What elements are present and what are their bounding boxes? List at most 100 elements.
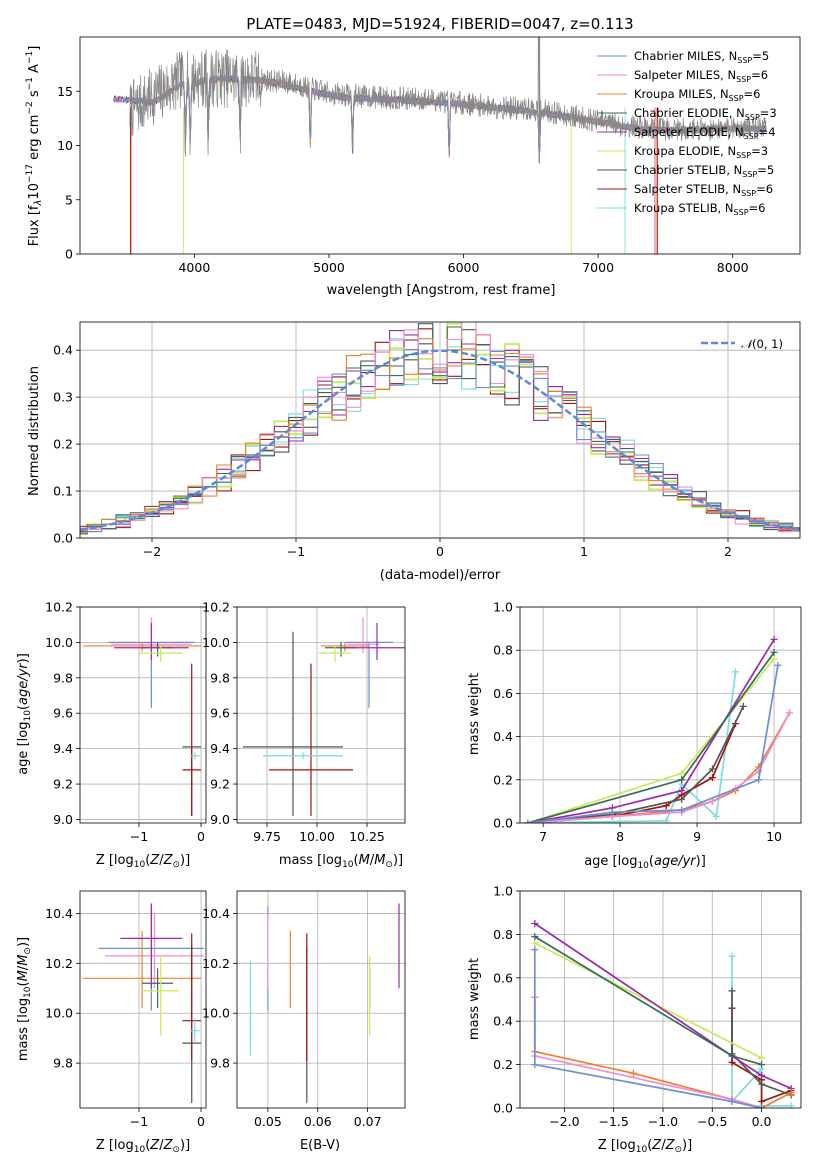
weight-marker-6 [708, 765, 716, 773]
weight-marker-3 [728, 1052, 736, 1060]
weight-marker-5 [770, 655, 778, 663]
weight-vs-age-panel: 7 8 9 10 0.0 0.2 0.4 0.6 0.8 1.0 [493, 600, 802, 844]
weight-z-ylabel: mass weight [467, 958, 482, 1040]
x-tick-label: 4000 [178, 260, 210, 275]
y-tick-label: 0.4 [493, 1014, 513, 1029]
plot-area [113, 37, 767, 254]
legend-subscript: SSP [744, 132, 759, 141]
mass-z-ylabel: mass [log10(M/M⊙)] [16, 937, 33, 1061]
legend-subscript: SSP [736, 75, 751, 84]
plot-area [249, 903, 400, 1104]
x-tick-label: 0 [197, 829, 205, 844]
legend-subscript: SSP [742, 170, 757, 179]
y-tick-label: 10.4 [202, 906, 230, 921]
x-tick-label: 0.05 [254, 1114, 282, 1129]
weight-marker-8 [712, 813, 720, 821]
weight-line-6 [731, 990, 792, 1096]
legend-count: =6 [751, 68, 768, 82]
x-tick-label: −1 [287, 544, 305, 559]
age-vs-metallicity-panel: −1 0 9.0 9.2 9.4 9.6 9.8 10.0 10.2 [45, 600, 207, 844]
y-tick-label: 0.2 [53, 437, 73, 452]
legend-count: =4 [759, 125, 776, 139]
y-tick-label: 9.8 [53, 670, 73, 685]
y-tick-label: 10.0 [202, 635, 230, 650]
weight-marker-5 [678, 769, 686, 777]
legend-subscript: SSP [734, 208, 749, 217]
histogram-xlabel: (data-model)/error [380, 568, 501, 583]
weight-line-4 [534, 922, 792, 1090]
y-tick-label: 10.2 [45, 600, 73, 615]
x-tick-label: −1 [130, 829, 148, 844]
spectrum-ylabel: Flux [fλ10−17 erg cm−2 s−1 A−1] [25, 46, 44, 247]
spectrum-legend: Chabrier MILES, NSSP=5 Salpeter MILES, NS… [597, 49, 777, 217]
spectrum-panel: 4000 5000 6000 7000 8000 0 5 10 15 [57, 36, 801, 275]
x-tick-label: 0.06 [304, 1114, 332, 1129]
legend-subscript: SSP [737, 56, 752, 65]
y-tick-label: 0.3 [53, 390, 73, 405]
x-tick-label: 0 [436, 544, 444, 559]
weight-marker-6 [739, 702, 747, 710]
legend-label-0: Chabrier MILES, NSSP=5 [634, 49, 769, 65]
weight-marker-0 [524, 819, 532, 823]
weight-marker-5 [531, 939, 539, 947]
normal-reference-curve [80, 349, 800, 532]
plot-area [531, 920, 795, 1108]
y-tick-label: 10.0 [45, 1006, 73, 1021]
x-tick-label: 10 [766, 829, 782, 844]
x-tick-label: 2 [724, 544, 732, 559]
legend-label-6: Chabrier STELIB, NSSP=5 [634, 163, 774, 179]
legend-label-4: Salpeter ELODIE, NSSP=4 [634, 125, 776, 141]
weight-marker-0 [758, 1104, 766, 1108]
weight-marker-4 [678, 787, 686, 795]
y-tick-label: 0.8 [493, 927, 513, 942]
y-tick-label: 9.8 [210, 1056, 230, 1071]
y-tick-label: 10.0 [202, 1006, 230, 1021]
residual-histogram-2 [80, 334, 800, 533]
grid-group [80, 891, 206, 1108]
y-tick-label: 15 [57, 84, 73, 99]
weight-marker-4 [758, 1071, 766, 1079]
weight-marker-1 [785, 709, 793, 717]
mass-vs-metallicity-panel: −1 0 9.8 10.0 10.2 10.4 [45, 890, 207, 1129]
x-tick-label: −2.0 [549, 1114, 579, 1129]
y-tick-label: 10.2 [45, 956, 73, 971]
weight-marker-8 [662, 817, 670, 823]
x-tick-label: 7000 [582, 260, 614, 275]
legend-label-8: Kroupa STELIB, NSSP=6 [634, 201, 765, 217]
weight-marker-3 [678, 776, 686, 784]
x-tick-label: 10.00 [299, 829, 335, 844]
plot-area [524, 635, 793, 823]
y-tick-label: 9.8 [210, 670, 230, 685]
y-tick-label: 0.6 [493, 686, 513, 701]
age-z-ylabel: age [log10(age/yr)] [16, 653, 33, 775]
weight-marker-8 [728, 952, 736, 960]
y-tick-label: 9.6 [53, 706, 73, 721]
x-tick-label: 6000 [448, 260, 480, 275]
axes-frame [236, 606, 406, 824]
residual-histogram-1 [80, 322, 800, 533]
age-vs-mass-panel: 9.75 10.00 10.25 9.0 9.2 9.4 9.6 9.8 10.0 10.2 [202, 600, 406, 844]
weight-marker-8 [787, 1102, 795, 1108]
y-tick-label: 9.2 [53, 777, 73, 792]
legend-subscript: SSP [741, 189, 756, 198]
grid-group [237, 891, 405, 1108]
y-tick-label: 0 [65, 247, 73, 262]
y-tick-label: 0.4 [493, 729, 513, 744]
y-tick-label: 10.2 [202, 600, 230, 615]
legend-count: =6 [744, 87, 761, 101]
y-tick-label: 0.8 [493, 643, 513, 658]
axes-frame [79, 321, 801, 539]
legend-label-7: Salpeter STELIB, NSSP=6 [634, 182, 773, 198]
legend-subscript: SSP [745, 113, 760, 122]
grid-group [80, 606, 206, 823]
y-tick-label: 0.1 [53, 484, 73, 499]
plot-area [83, 617, 202, 816]
y-tick-label: 9.0 [53, 812, 73, 827]
grid-group [520, 606, 801, 824]
weight-marker-2 [629, 1069, 637, 1077]
figure-title: PLATE=0483, MJD=51924, FIBERID=0047, z=0… [246, 15, 633, 33]
axes-frame [79, 890, 207, 1109]
legend-label-2: Kroupa MILES, NSSP=6 [634, 87, 760, 103]
plot-area [83, 903, 205, 1104]
normal-legend-label: 𝒩(0, 1) [741, 337, 783, 351]
